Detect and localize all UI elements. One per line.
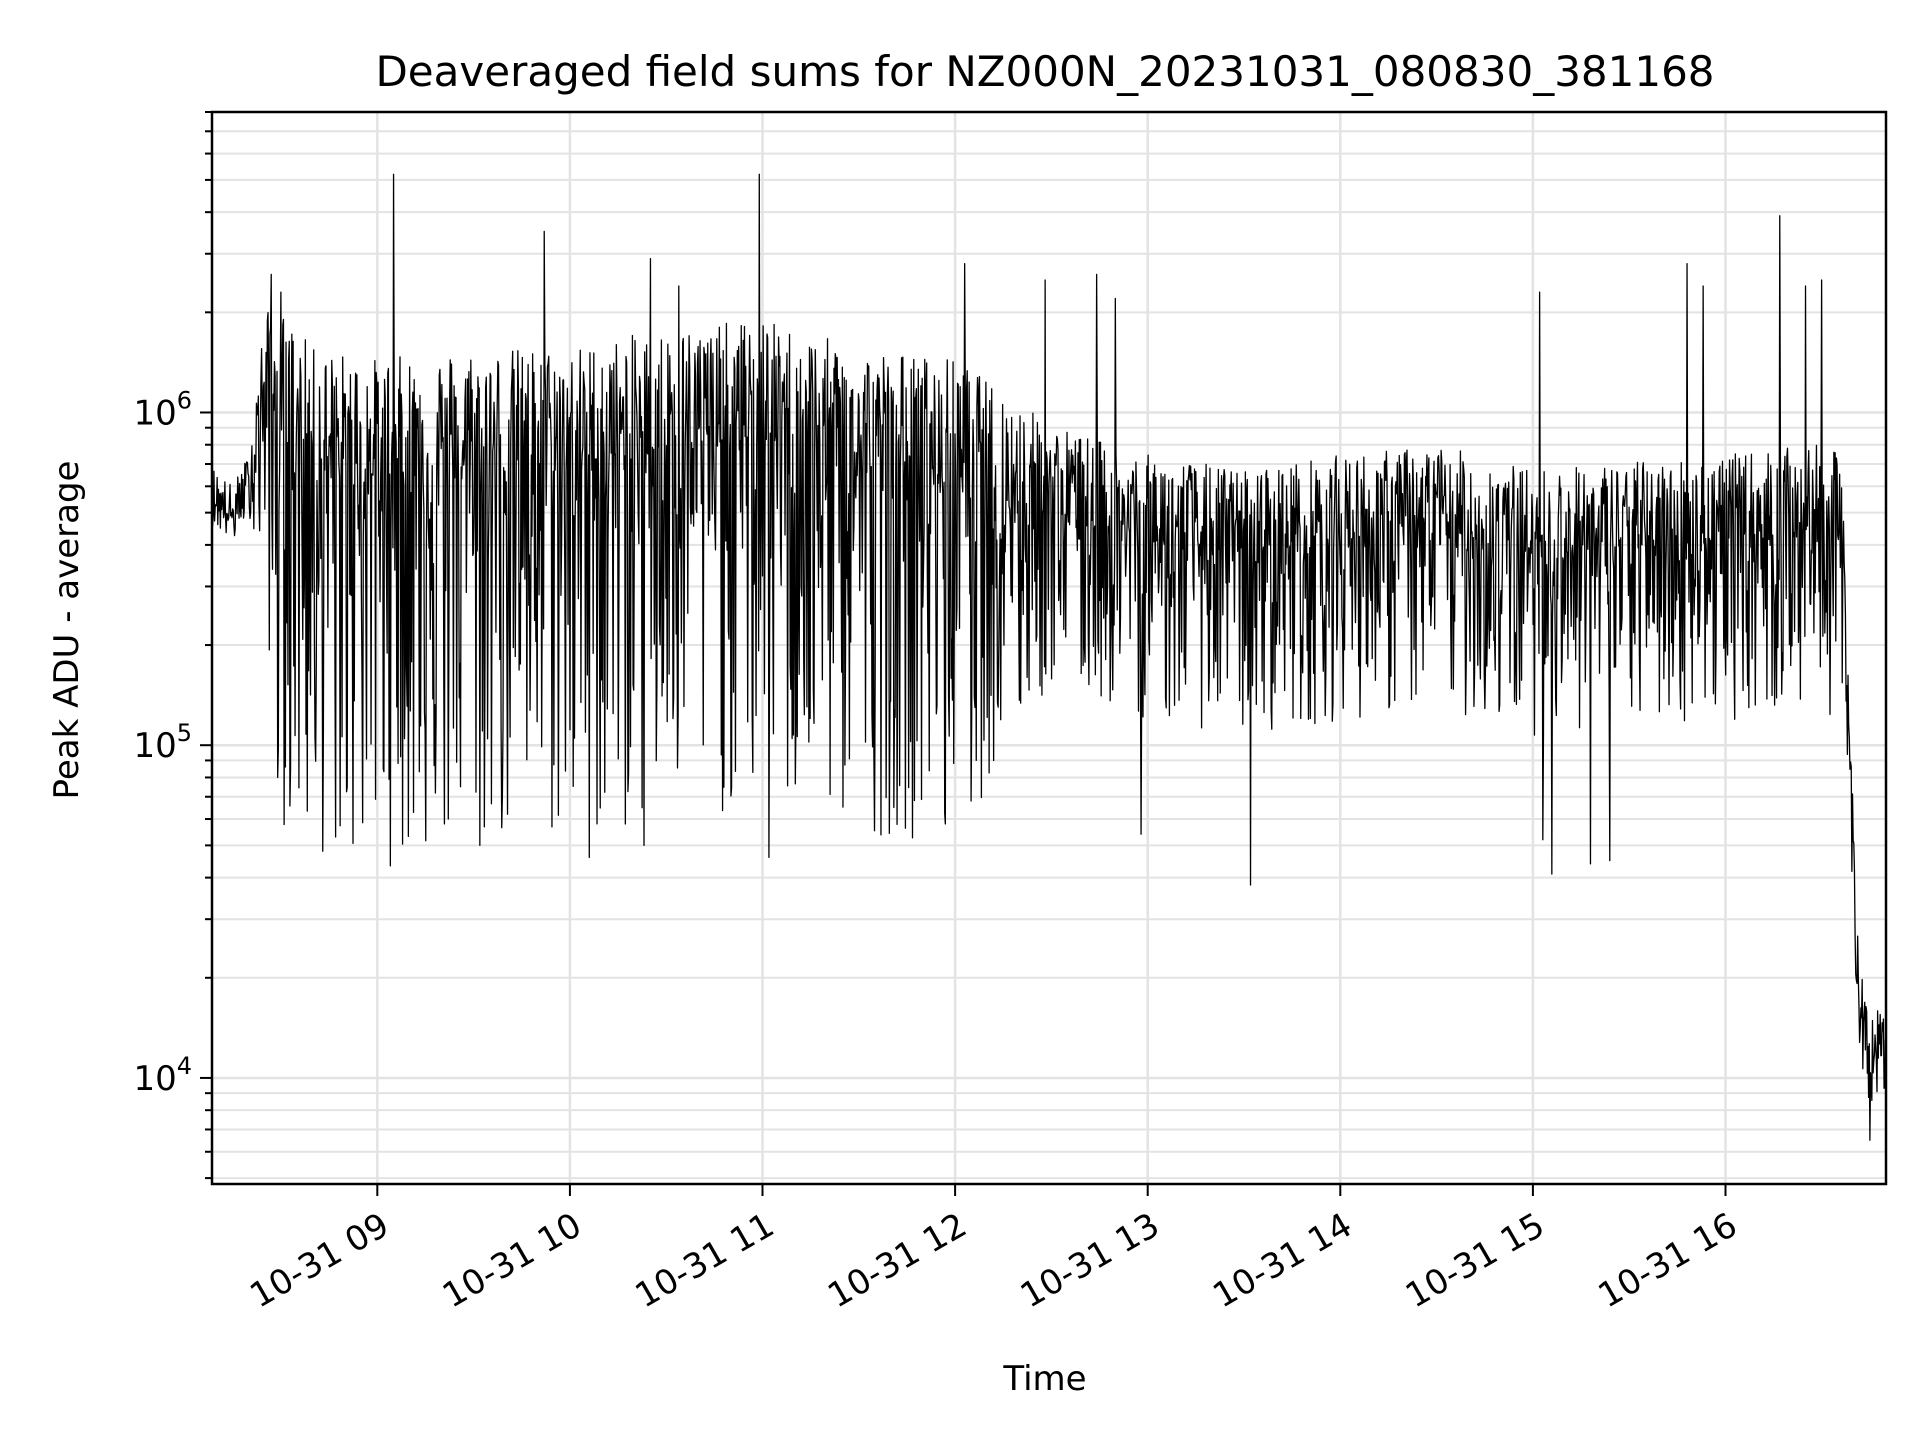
x-tick-label: 10-31 09 — [243, 1205, 395, 1316]
x-tick-label: 10-31 15 — [1399, 1205, 1551, 1316]
x-tick-label: 10-31 16 — [1592, 1205, 1744, 1316]
y-tick-label: 105 — [133, 719, 192, 766]
y-tick-label: 104 — [133, 1052, 192, 1099]
chart-title: Deaveraged field sums for NZ000N_2023103… — [375, 47, 1714, 96]
series-line — [211, 173, 1887, 1141]
x-tick-label: 10-31 10 — [436, 1205, 588, 1316]
grid — [212, 111, 1886, 1184]
y-axis-ticks: 104 105 106 — [133, 111, 212, 1180]
x-tick-label: 10-31 14 — [1206, 1205, 1358, 1316]
x-axis-title: Time — [1002, 1359, 1086, 1399]
axes — [210, 110, 1888, 1186]
x-tick-label: 10-31 12 — [821, 1205, 973, 1316]
y-axis-title: Peak ADU - average — [47, 461, 87, 800]
x-tick-label: 10-31 11 — [629, 1205, 781, 1316]
plot-frame — [210, 110, 1888, 1186]
x-tick-label: 10-31 13 — [1014, 1205, 1166, 1316]
y-tick-label: 106 — [133, 386, 192, 433]
x-axis-ticks: 10-31 09 10-31 10 10-31 11 10-31 12 10-31 13… — [243, 1184, 1744, 1316]
series-line-group — [211, 173, 1887, 1141]
